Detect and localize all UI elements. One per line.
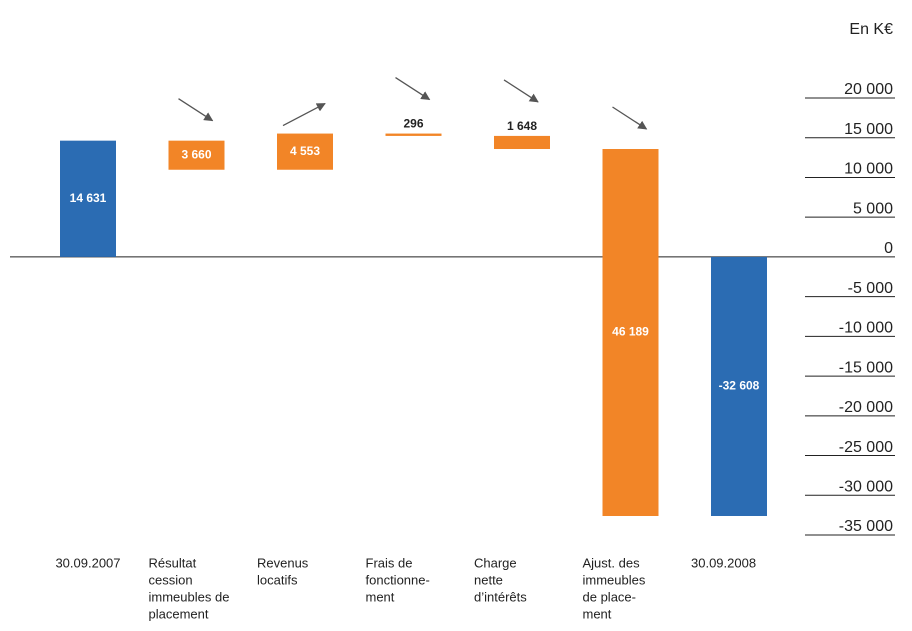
x-tick-label: ment [366, 589, 395, 604]
trend-arrow [503, 79, 539, 103]
data-label: 46 189 [612, 325, 649, 339]
y-tick-label: 0 [884, 240, 893, 257]
x-tick-label: d’intérêts [474, 589, 527, 604]
y-tick-label: 20 000 [844, 81, 893, 98]
trend-arrow [178, 98, 214, 122]
data-label: 3 660 [181, 147, 211, 161]
x-tick-label: locatifs [257, 572, 298, 587]
trend-arrow [395, 77, 431, 101]
y-tick-label: 15 000 [844, 121, 893, 138]
x-tick-label: ment [583, 606, 612, 621]
x-tick-label: Ajust. des [583, 555, 641, 570]
bar [168, 140, 225, 170]
y-tick-label: 5 000 [853, 200, 893, 217]
data-label: 14 631 [70, 191, 107, 205]
data-label: 4 553 [290, 144, 320, 158]
bar [494, 135, 550, 150]
x-tick-label: fonctionne- [366, 572, 430, 587]
x-tick-label: de place- [583, 589, 636, 604]
y-tick-label: -30 000 [839, 478, 893, 495]
y-tick-label: -25 000 [839, 439, 893, 456]
x-tick-label: cession [149, 572, 193, 587]
data-label: -32 608 [719, 379, 760, 393]
x-tick-label: Revenus [257, 555, 309, 570]
x-tick-label: Charge [474, 555, 517, 570]
bar [602, 149, 659, 517]
trend-arrow [282, 102, 326, 127]
bar [385, 133, 442, 136]
data-label: 296 [403, 117, 423, 131]
data-label: 1 648 [507, 119, 537, 133]
x-tick-label: Résultat [149, 555, 197, 570]
bar [60, 140, 116, 257]
bar [277, 133, 333, 170]
trend-arrow [612, 106, 648, 130]
y-tick-label: 10 000 [844, 161, 893, 178]
y-tick-label: -35 000 [839, 518, 893, 535]
x-tick-label: immeubles [583, 572, 646, 587]
y-tick-label: -15 000 [839, 359, 893, 376]
x-tick-label: nette [474, 572, 503, 587]
x-tick-label: 30.09.2007 [55, 555, 120, 570]
y-tick-label: -10 000 [839, 320, 893, 337]
y-tick-label: -20 000 [839, 399, 893, 416]
y-tick-label: -5 000 [848, 280, 893, 297]
bar [711, 256, 767, 516]
unit-label: En K€ [849, 21, 893, 38]
x-tick-label: immeubles de [149, 589, 230, 604]
x-tick-label: placement [149, 606, 209, 621]
x-tick-label: Frais de [366, 555, 413, 570]
x-tick-label: 30.09.2008 [691, 555, 756, 570]
